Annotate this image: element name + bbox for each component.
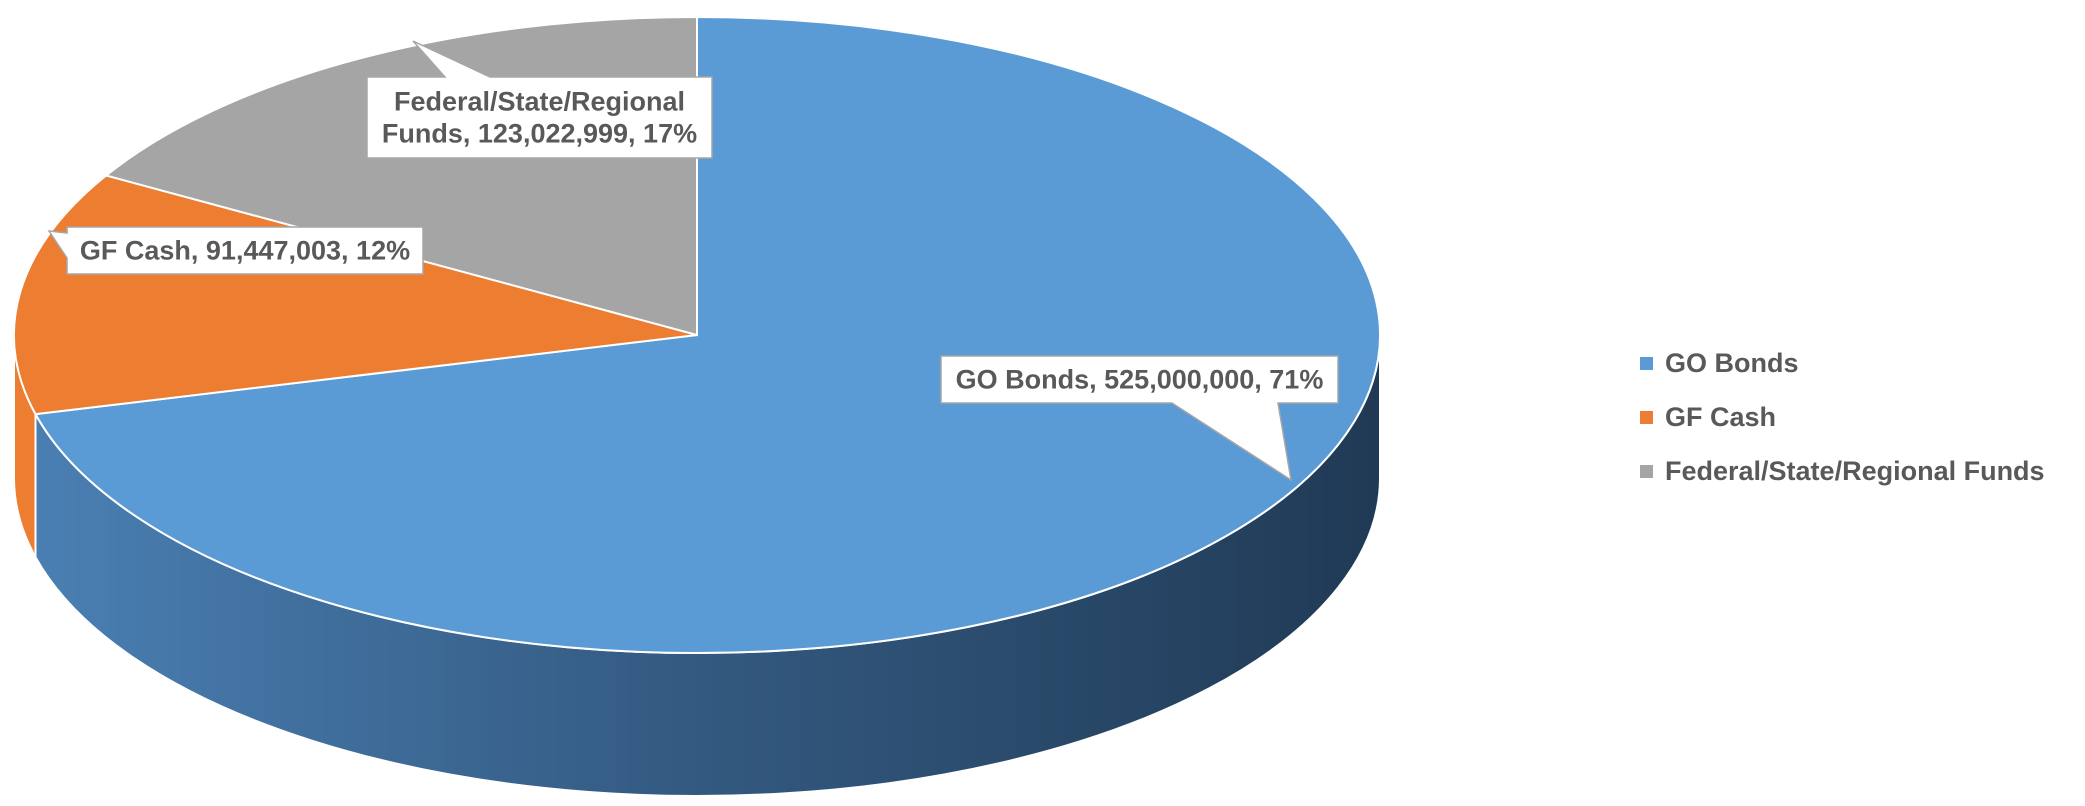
pie-layer bbox=[13, 15, 1381, 797]
legend: GO Bonds GF Cash Federal/State/Regional … bbox=[1640, 336, 2045, 498]
legend-swatch-federal-state-regional-funds bbox=[1640, 464, 1653, 478]
data-label-text: GF Cash, 91,447,003, 12% bbox=[80, 236, 410, 266]
data-label-gf-cash: GF Cash, 91,447,003, 12% bbox=[47, 226, 424, 275]
legend-swatch-go-bonds bbox=[1640, 356, 1653, 370]
data-label-go-bonds: GO Bonds, 525,000,000, 71% bbox=[940, 355, 1339, 482]
legend-item-gf-cash: GF Cash bbox=[1640, 390, 2045, 444]
legend-label: Federal/State/Regional Funds bbox=[1665, 455, 2045, 486]
legend-swatch-gf-cash bbox=[1640, 410, 1653, 424]
data-label-box bbox=[366, 40, 713, 159]
data-label-box bbox=[47, 226, 424, 275]
legend-label: GO Bonds bbox=[1665, 347, 1799, 378]
pie-slice-go-bonds bbox=[33, 15, 1381, 654]
data-label-text: Funds, 123,022,999, 17% bbox=[382, 119, 697, 149]
data-label-text: Federal/State/Regional bbox=[394, 87, 685, 117]
legend-label: GF Cash bbox=[1665, 401, 1777, 432]
data-label-text: GO Bonds, 525,000,000, 71% bbox=[956, 365, 1324, 395]
legend-item-go-bonds: GO Bonds bbox=[1640, 336, 2045, 390]
legend-item-federal-state-regional-funds: Federal/State/Regional Funds bbox=[1640, 444, 2045, 498]
data-label-box bbox=[940, 355, 1339, 482]
